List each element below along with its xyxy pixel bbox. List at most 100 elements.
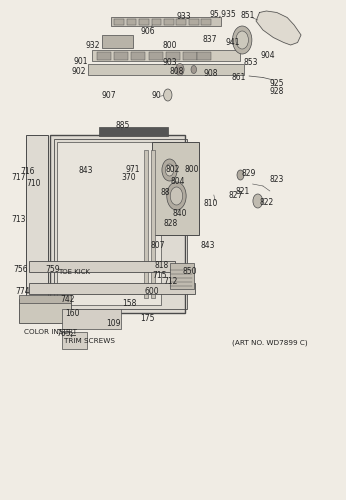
Text: 600: 600: [144, 286, 159, 296]
Text: 742: 742: [61, 294, 75, 304]
Text: COLOR INSERT: COLOR INSERT: [24, 329, 76, 335]
Text: 774: 774: [15, 286, 30, 296]
Bar: [19, 298, 71, 322]
Text: 95,935: 95,935: [210, 10, 237, 18]
Bar: [152, 142, 199, 235]
Bar: [111, 17, 221, 26]
Text: 925: 925: [270, 80, 284, 88]
Text: 818: 818: [155, 262, 169, 270]
Text: 88: 88: [161, 188, 170, 197]
Bar: [131, 52, 145, 60]
Bar: [139, 19, 149, 25]
Text: 853: 853: [244, 58, 258, 67]
Text: 716: 716: [20, 167, 35, 176]
Text: 810: 810: [204, 198, 218, 207]
Bar: [92, 50, 240, 61]
Text: 851: 851: [240, 12, 255, 20]
Text: 821: 821: [235, 186, 249, 196]
Text: TOE KICK: TOE KICK: [58, 269, 90, 275]
Text: 804: 804: [171, 176, 185, 186]
Circle shape: [164, 89, 172, 101]
Text: TRIM SCREWS: TRIM SCREWS: [64, 338, 115, 344]
Text: ←: ←: [70, 332, 79, 340]
Text: 885: 885: [116, 122, 130, 130]
Text: 971: 971: [126, 165, 140, 174]
Bar: [50, 135, 185, 312]
Circle shape: [165, 164, 174, 176]
Bar: [114, 19, 124, 25]
Text: 828: 828: [163, 220, 177, 228]
Text: (ART NO. WD7899 C): (ART NO. WD7899 C): [232, 339, 308, 346]
Bar: [170, 263, 194, 289]
Text: 829: 829: [242, 170, 256, 178]
Text: 902: 902: [71, 68, 86, 76]
Bar: [88, 64, 244, 75]
Bar: [62, 309, 121, 329]
Text: 717: 717: [12, 174, 26, 182]
Text: 370: 370: [121, 174, 136, 182]
Circle shape: [253, 194, 263, 208]
Bar: [166, 52, 180, 60]
Text: 861: 861: [231, 74, 246, 82]
Bar: [152, 19, 161, 25]
Circle shape: [170, 187, 183, 205]
Circle shape: [236, 31, 248, 49]
Text: 160: 160: [65, 308, 80, 318]
Text: 158: 158: [122, 299, 137, 308]
Text: 712: 712: [163, 276, 177, 285]
Text: 933: 933: [176, 12, 191, 21]
Text: 109: 109: [106, 320, 121, 328]
Text: 808: 808: [169, 66, 184, 76]
Text: 827: 827: [228, 192, 243, 200]
Circle shape: [233, 26, 252, 54]
Bar: [19, 295, 71, 302]
Text: 928: 928: [270, 88, 284, 96]
Text: 906: 906: [141, 26, 155, 36]
Bar: [189, 19, 199, 25]
Text: 840: 840: [173, 210, 187, 218]
Text: 175: 175: [140, 314, 154, 323]
Bar: [201, 19, 211, 25]
Text: 941: 941: [225, 38, 240, 47]
Text: 903: 903: [162, 58, 177, 67]
Bar: [57, 142, 161, 305]
Bar: [62, 332, 86, 349]
Bar: [99, 127, 168, 136]
Bar: [197, 52, 211, 60]
Text: 908: 908: [204, 68, 218, 78]
Text: 756: 756: [13, 264, 28, 274]
Circle shape: [191, 66, 197, 74]
Text: 800: 800: [185, 166, 199, 174]
Text: 713: 713: [12, 216, 26, 224]
Bar: [114, 52, 128, 60]
Text: 802: 802: [165, 165, 180, 174]
Text: 843: 843: [79, 166, 93, 175]
Text: 715: 715: [152, 272, 166, 280]
Bar: [176, 19, 186, 25]
Bar: [149, 52, 163, 60]
Bar: [54, 139, 187, 309]
Text: 850: 850: [182, 266, 197, 276]
Bar: [97, 52, 111, 60]
Bar: [29, 283, 195, 294]
Text: 800: 800: [162, 42, 177, 50]
Bar: [26, 135, 48, 312]
Text: 843: 843: [200, 240, 215, 250]
Circle shape: [237, 170, 244, 180]
Circle shape: [176, 64, 184, 76]
Text: 837: 837: [202, 36, 217, 44]
Text: 710: 710: [27, 178, 41, 188]
Text: 907: 907: [102, 92, 116, 100]
Text: 823: 823: [270, 176, 284, 184]
Text: 90: 90: [152, 90, 161, 100]
Bar: [164, 19, 174, 25]
Polygon shape: [256, 11, 301, 45]
Bar: [183, 52, 197, 60]
Bar: [127, 19, 136, 25]
Text: 759: 759: [45, 264, 60, 274]
Bar: [29, 261, 175, 272]
Bar: [151, 150, 155, 298]
Text: 822: 822: [259, 198, 274, 207]
Bar: [102, 35, 133, 48]
Text: 807: 807: [150, 240, 165, 250]
